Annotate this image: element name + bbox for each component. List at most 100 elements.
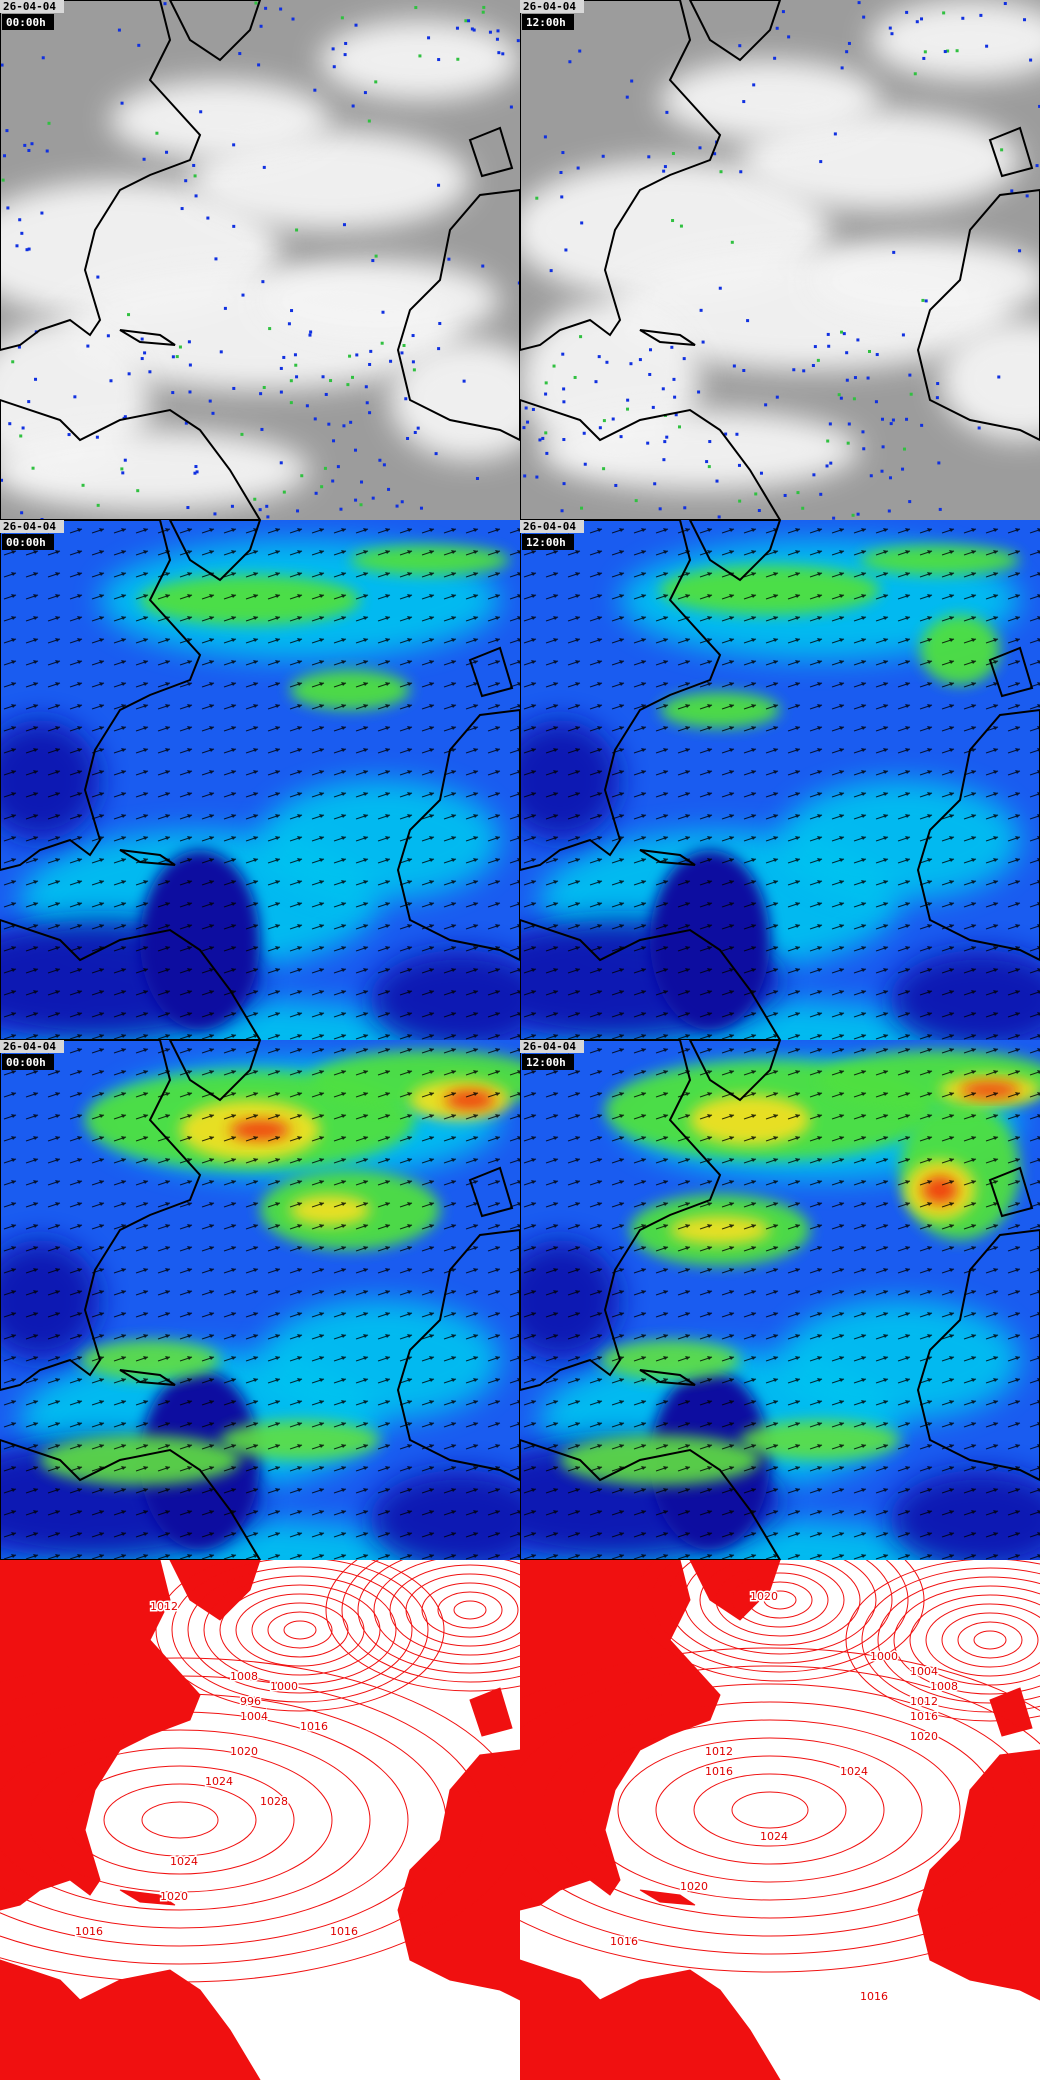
precip-dot	[730, 240, 734, 244]
precip-dot	[412, 368, 416, 372]
precip-dot	[752, 83, 756, 87]
precip-dot	[845, 50, 849, 54]
precip-dot	[742, 369, 746, 373]
precip-dot	[852, 397, 856, 401]
precip-dot	[880, 469, 884, 473]
isobar	[341, 1560, 520, 1683]
precip-dot	[985, 44, 989, 48]
isobar	[389, 1564, 520, 1656]
isobar	[453, 1600, 487, 1620]
precip-dot	[787, 35, 791, 39]
isobar	[251, 1602, 349, 1658]
precip-dot	[594, 380, 598, 384]
precip-dot	[707, 465, 711, 469]
precip-dot	[354, 448, 358, 452]
precip-dot	[188, 363, 192, 367]
precip-dot	[314, 491, 318, 495]
isobar-label: 1016	[705, 1765, 733, 1778]
precip-dot	[193, 471, 197, 475]
isobar	[651, 1560, 909, 1673]
precip-dot	[206, 216, 210, 220]
precip-dot	[851, 513, 855, 517]
precip-dot	[662, 169, 666, 173]
isobar	[699, 1560, 861, 1646]
precip-dot	[924, 299, 928, 303]
precip-dot	[1038, 104, 1040, 108]
precip-dot	[1, 178, 5, 182]
map-panel: 1020 1000 1004 1008 1012 1016 1020 1024 1012 1016…	[520, 1560, 1040, 2080]
precip-dot	[21, 426, 25, 430]
precip-dot	[671, 219, 675, 223]
isobar	[219, 1584, 381, 1676]
precip-dot	[827, 344, 831, 348]
precip-dot	[406, 436, 410, 440]
precip-dot	[18, 218, 22, 222]
precip-dot	[15, 244, 19, 248]
precip-dot	[813, 345, 817, 349]
precip-dot	[67, 433, 71, 437]
precip-dot	[853, 376, 857, 380]
precip-dot	[938, 507, 942, 511]
precip-dot	[186, 506, 190, 510]
precip-dot	[95, 435, 99, 439]
precip-dot	[3, 154, 7, 158]
precip-dot	[127, 313, 131, 317]
precip-dot	[86, 344, 90, 348]
precip-dot	[41, 56, 45, 60]
isobar-label: 1016	[860, 1990, 888, 2003]
isobar	[655, 1755, 885, 1865]
precip-dot	[332, 439, 336, 443]
precip-dot	[501, 52, 505, 56]
precip-dot	[920, 423, 924, 427]
precip-dot	[1023, 18, 1027, 22]
isobar-label: 1020	[910, 1730, 938, 1743]
precip-dot	[908, 500, 912, 504]
precip-dot	[561, 151, 565, 155]
time-label: 12:00h	[526, 536, 566, 549]
precip-dot	[746, 319, 750, 323]
map-panel: 26-04-04 12:00h	[520, 1040, 1040, 1560]
precip-dot	[764, 403, 768, 407]
precip-dot	[371, 259, 375, 263]
precip-dot	[562, 400, 566, 404]
precip-dot	[344, 41, 348, 45]
precip-dot	[619, 435, 623, 439]
precip-dot	[140, 337, 144, 341]
precip-dot	[509, 105, 513, 109]
date-box	[520, 520, 584, 533]
isobar	[861, 1567, 1040, 1713]
precip-dot	[826, 439, 830, 443]
precip-dot	[909, 392, 913, 396]
field-blob	[540, 410, 860, 490]
precip-dot	[180, 207, 184, 211]
precip-dot	[467, 19, 471, 23]
date-box	[0, 1040, 64, 1053]
map-panel: 26-04-04 12:00h	[520, 520, 1040, 1040]
precip-dot	[889, 422, 893, 426]
precip-dot	[737, 463, 741, 467]
isobar	[267, 1611, 333, 1649]
isobar-label: 996	[240, 1695, 261, 1708]
isobar	[103, 1783, 257, 1857]
precip-dot	[601, 154, 605, 158]
precip-dot	[801, 506, 805, 510]
isobar-label: 1004	[240, 1710, 268, 1723]
precip-dot	[544, 431, 548, 435]
isobar-label: 1020	[750, 1590, 778, 1603]
map-panel: 26-04-04 00:00h	[0, 0, 520, 520]
precip-dot	[857, 1, 861, 5]
precip-dot	[282, 490, 286, 494]
precip-dot	[605, 360, 609, 364]
isobar	[731, 1572, 829, 1628]
precip-dot	[295, 228, 299, 232]
isobar	[171, 1560, 429, 1703]
precip-dot	[313, 88, 317, 92]
precip-dot	[308, 333, 312, 337]
time-label: 00:00h	[6, 536, 46, 549]
isobar	[520, 1683, 1037, 1937]
isobar	[0, 1711, 409, 1929]
precip-dot	[678, 425, 682, 429]
isobar	[283, 1620, 317, 1640]
precip-dot	[155, 131, 159, 135]
precip-dot	[475, 476, 479, 480]
